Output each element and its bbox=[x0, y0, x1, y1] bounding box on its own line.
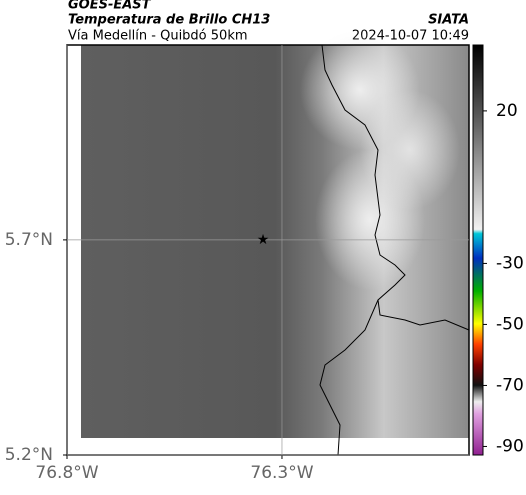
subtitle: Temperatura de Brillo CH13 bbox=[68, 13, 270, 28]
colorbar-tick-label: -30 bbox=[496, 253, 524, 273]
location-marker: ★ bbox=[257, 232, 270, 248]
source: SIATA bbox=[428, 13, 469, 28]
cloud bbox=[360, 90, 460, 210]
colorbar bbox=[472, 44, 484, 456]
colorbar-tick-label: 20 bbox=[496, 101, 518, 121]
border bbox=[319, 299, 379, 456]
y-tick-label: 5.2°N bbox=[5, 445, 53, 465]
border bbox=[321, 44, 470, 331]
colorbar-tick-label: -70 bbox=[496, 375, 524, 395]
x-tick-label: 76.8°W bbox=[35, 463, 98, 483]
route: Vía Medellín - Quibdó 50km bbox=[68, 29, 248, 44]
y-tick-label: 5.7°N bbox=[5, 230, 53, 250]
colorbar-tick-label: -90 bbox=[496, 436, 524, 456]
colorbar-tick-label: -50 bbox=[496, 314, 524, 334]
title: GOES-EAST bbox=[68, 0, 152, 13]
x-tick-label: 76.3°W bbox=[250, 463, 313, 483]
